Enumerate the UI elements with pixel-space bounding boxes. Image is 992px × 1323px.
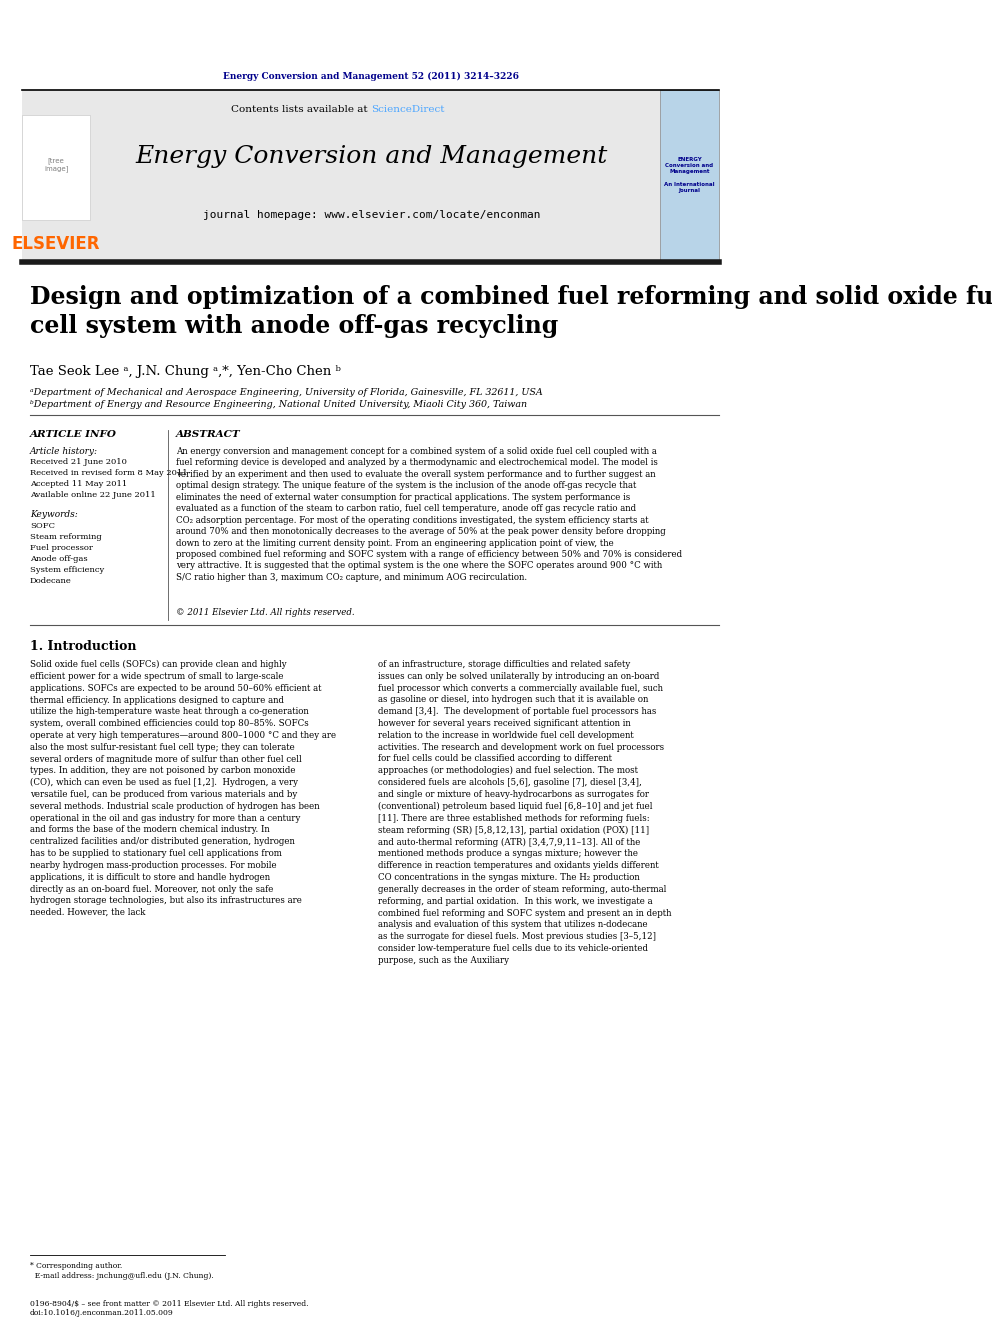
Text: of an infrastructure, storage difficulties and related safety
issues can only be: of an infrastructure, storage difficulti… [378, 660, 672, 964]
Text: SOFC: SOFC [30, 523, 55, 531]
Text: Keywords:: Keywords: [30, 509, 77, 519]
Text: Received in revised form 8 May 2011: Received in revised form 8 May 2011 [30, 468, 187, 478]
Text: An energy conversion and management concept for a combined system of a solid oxi: An energy conversion and management conc… [176, 447, 682, 582]
Bar [23, 90, 674, 261]
Text: ELSEVIER: ELSEVIER [12, 235, 100, 253]
Text: Steam reforming: Steam reforming [30, 533, 102, 541]
Text: Available online 22 June 2011: Available online 22 June 2011 [30, 491, 156, 499]
Text: 0196-8904/$ – see front matter © 2011 Elsevier Ltd. All rights reserved.
doi:10.: 0196-8904/$ – see front matter © 2011 El… [30, 1301, 309, 1318]
Text: Fuel processor: Fuel processor [30, 544, 93, 552]
Bar [23, 115, 90, 220]
Text: ABSTRACT: ABSTRACT [176, 430, 240, 439]
Text: ᵇDepartment of Energy and Resource Engineering, National United University, Miao: ᵇDepartment of Energy and Resource Engin… [30, 400, 527, 409]
Text: journal homepage: www.elsevier.com/locate/enconman: journal homepage: www.elsevier.com/locat… [202, 210, 540, 220]
Text: Dodecane: Dodecane [30, 577, 71, 585]
Text: ENERGY
Conversion and
Management

An International
Journal: ENERGY Conversion and Management An Inte… [664, 157, 714, 193]
Text: * Corresponding author.
  E-mail address: jnchung@ufl.edu (J.N. Chung).: * Corresponding author. E-mail address: … [30, 1262, 213, 1281]
Text: ARTICLE INFO: ARTICLE INFO [30, 430, 117, 439]
Text: Accepted 11 May 2011: Accepted 11 May 2011 [30, 480, 127, 488]
Text: Anode off-gas: Anode off-gas [30, 556, 87, 564]
Text: Contents lists available at: Contents lists available at [231, 105, 371, 114]
Text: ScienceDirect: ScienceDirect [371, 105, 444, 114]
Text: Design and optimization of a combined fuel reforming and solid oxide fuel
cell s: Design and optimization of a combined fu… [30, 284, 992, 337]
Text: Energy Conversion and Management 52 (2011) 3214–3226: Energy Conversion and Management 52 (201… [223, 71, 519, 81]
Text: System efficiency: System efficiency [30, 566, 104, 574]
Text: Tae Seok Lee ᵃ, J.N. Chung ᵃ,*, Yen-Cho Chen ᵇ: Tae Seok Lee ᵃ, J.N. Chung ᵃ,*, Yen-Cho … [30, 365, 341, 378]
Text: Energy Conversion and Management: Energy Conversion and Management [135, 146, 607, 168]
Text: Article history:: Article history: [30, 447, 98, 456]
Text: © 2011 Elsevier Ltd. All rights reserved.: © 2011 Elsevier Ltd. All rights reserved… [176, 609, 354, 617]
Text: ᵃDepartment of Mechanical and Aerospace Engineering, University of Florida, Gain: ᵃDepartment of Mechanical and Aerospace … [30, 388, 543, 397]
Text: [tree
image]: [tree image] [44, 157, 68, 172]
Bar [661, 90, 718, 261]
Text: 1. Introduction: 1. Introduction [30, 640, 137, 654]
Text: Solid oxide fuel cells (SOFCs) can provide clean and highly
efficient power for : Solid oxide fuel cells (SOFCs) can provi… [30, 660, 336, 917]
Text: Received 21 June 2010: Received 21 June 2010 [30, 458, 127, 466]
